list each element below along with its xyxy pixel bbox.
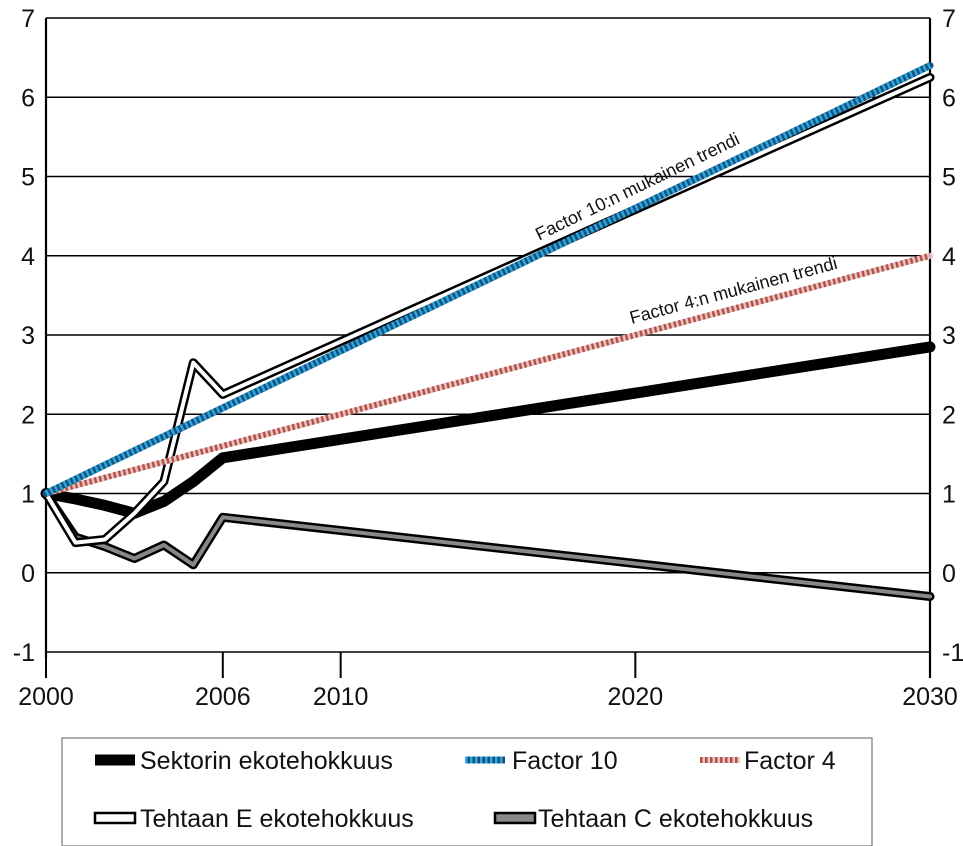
legend-item-tehdas-e: Tehtaan E ekotehokkuus bbox=[93, 805, 414, 833]
x-tick-label: 2020 bbox=[608, 683, 664, 711]
legend-label: Sektorin ekotehokkuus bbox=[140, 747, 393, 775]
legend-label: Tehtaan E ekotehokkuus bbox=[140, 805, 414, 833]
y-tick-label-right: 5 bbox=[942, 164, 956, 192]
y-tick-label-left: 7 bbox=[21, 5, 35, 33]
x-axis-ticks: 2000 2006 2010 2020 2030 bbox=[18, 652, 958, 711]
y-tick-label-right: 6 bbox=[942, 84, 956, 112]
y-tick-label-left: 0 bbox=[21, 560, 35, 588]
legend-label: Factor 4 bbox=[744, 747, 836, 775]
series-line bbox=[44, 62, 932, 497]
legend-swatch bbox=[493, 811, 537, 825]
y-tick-label-right: 0 bbox=[942, 560, 956, 588]
y-tick-label-right: 4 bbox=[942, 243, 956, 271]
y-tick-label-right: 1 bbox=[942, 481, 956, 509]
y-tick-label-left: 3 bbox=[21, 322, 35, 350]
legend: Sektorin ekotehokkuus Factor 10 Factor 4 Te… bbox=[61, 737, 873, 846]
series-line-fill bbox=[44, 75, 932, 545]
legend-box bbox=[61, 737, 873, 846]
legend-item-factor10: Factor 10 bbox=[465, 747, 618, 775]
legend-item-sektori: Sektorin ekotehokkuus bbox=[95, 747, 393, 775]
series-line bbox=[40, 341, 936, 519]
legend-label: Factor 10 bbox=[512, 747, 618, 775]
series-line-outline bbox=[41, 72, 935, 548]
y-tick-label-left: -1 bbox=[13, 639, 35, 667]
legend-item-factor4: Factor 4 bbox=[700, 747, 836, 775]
annotation-a10: Factor 10:n mukainen trendi bbox=[532, 129, 742, 245]
series-tehdas-e bbox=[41, 72, 935, 548]
plot-series bbox=[40, 62, 936, 601]
x-tick-label: 2030 bbox=[902, 683, 958, 711]
legend-label: Tehtaan C ekotehokkuus bbox=[538, 805, 813, 833]
legend-item-tehdas-c: Tehtaan C ekotehokkuus bbox=[493, 805, 813, 833]
y-tick-label-right: 7 bbox=[942, 5, 956, 33]
series-factor4 bbox=[43, 252, 933, 497]
legend-swatch bbox=[93, 811, 137, 825]
y-tick-label-right: 3 bbox=[942, 322, 956, 350]
y-tick-label-left: 6 bbox=[21, 84, 35, 112]
y-tick-label-right: 2 bbox=[942, 401, 956, 429]
series-factor10 bbox=[42, 62, 934, 497]
y-tick-label-left: 5 bbox=[21, 164, 35, 192]
y-axis-right-ticks: -1 0 1 2 3 4 5 6 7 bbox=[942, 5, 963, 667]
y-tick-label-left: 4 bbox=[21, 243, 35, 271]
y-tick-label-right: -1 bbox=[942, 639, 963, 667]
y-tick-label-left: 2 bbox=[21, 401, 35, 429]
x-tick-label: 2000 bbox=[18, 683, 74, 711]
series-line-fill bbox=[44, 491, 932, 599]
y-tick-label-left: 1 bbox=[21, 481, 35, 509]
series-sektori bbox=[40, 341, 936, 519]
y-axis-left-ticks: -1 0 1 2 3 4 5 6 7 bbox=[13, 5, 35, 667]
gridlines bbox=[46, 17, 930, 653]
series-line-base bbox=[43, 252, 933, 497]
x-tick-label: 2010 bbox=[313, 683, 369, 711]
x-tick-label: 2006 bbox=[195, 683, 251, 711]
series-tehdas-c bbox=[41, 489, 935, 601]
